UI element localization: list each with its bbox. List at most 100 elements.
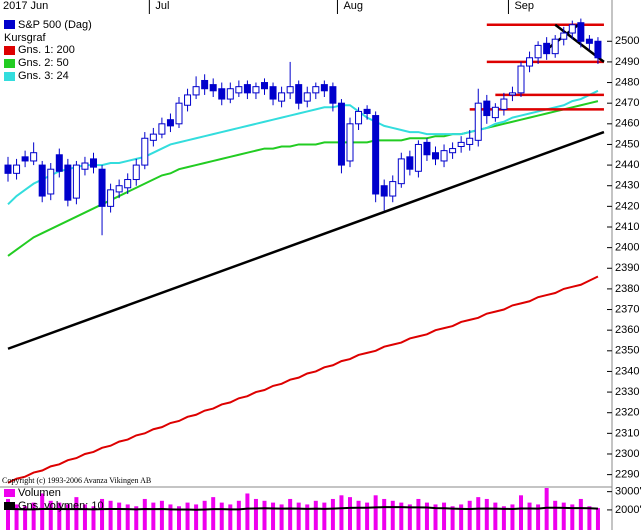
candle-body bbox=[414, 143, 422, 172]
volume-bar bbox=[271, 502, 276, 530]
candle-body bbox=[363, 108, 371, 114]
candle-body bbox=[47, 168, 55, 195]
candle-body bbox=[303, 92, 311, 102]
trend-line bbox=[7, 130, 605, 350]
volume-bar bbox=[236, 500, 241, 530]
candle-body bbox=[295, 84, 303, 104]
candle-body bbox=[474, 102, 482, 141]
candle-body bbox=[449, 148, 457, 154]
volume-bar bbox=[305, 504, 310, 530]
candle-body bbox=[594, 40, 602, 59]
volume-bar bbox=[442, 502, 447, 530]
volume-bar bbox=[561, 502, 566, 530]
volume-bar bbox=[467, 500, 472, 530]
candle-body bbox=[21, 156, 29, 162]
volume-bar bbox=[151, 502, 156, 530]
moving-average bbox=[7, 89, 599, 206]
y-tick-label: 2320 bbox=[615, 407, 639, 419]
candle-body bbox=[209, 84, 217, 92]
volume-bar bbox=[553, 500, 558, 530]
volume-bar bbox=[65, 504, 70, 530]
y-tick-label: 2390 bbox=[615, 262, 639, 274]
candle-body bbox=[440, 150, 448, 162]
candle-body bbox=[577, 22, 585, 42]
y-tick-label: 2470 bbox=[615, 97, 639, 109]
candle-body bbox=[235, 86, 243, 94]
candle-body bbox=[286, 86, 294, 94]
candle-body bbox=[534, 44, 542, 59]
volume-bar bbox=[587, 506, 592, 530]
legend-label: S&P 500 (Dag) bbox=[18, 19, 92, 31]
volume-bar bbox=[390, 500, 395, 530]
y-tick-label: 2430 bbox=[615, 180, 639, 192]
candle-body bbox=[218, 88, 226, 100]
volume-bar bbox=[117, 502, 122, 530]
volume-bar bbox=[322, 502, 327, 530]
y-tick-label: 2290 bbox=[615, 469, 639, 481]
volume-bar bbox=[365, 502, 370, 530]
volume-bar bbox=[74, 497, 79, 530]
volume-bar bbox=[399, 502, 404, 530]
y-tick-label: 2420 bbox=[615, 200, 639, 212]
candle-body bbox=[423, 141, 431, 156]
candle-body bbox=[508, 92, 516, 96]
candle-body bbox=[278, 92, 286, 102]
legend-swatch bbox=[4, 46, 15, 55]
volume-bar bbox=[31, 502, 36, 530]
candle-body bbox=[457, 141, 465, 148]
y-tick-label: 2360 bbox=[615, 324, 639, 336]
volume-bar bbox=[40, 493, 45, 530]
volume-bar bbox=[159, 500, 164, 530]
volume-bar bbox=[219, 502, 224, 530]
volume-bar bbox=[433, 504, 438, 530]
candle-body bbox=[55, 154, 63, 172]
volume-bar bbox=[23, 506, 28, 530]
volume-bar bbox=[450, 506, 455, 530]
candle-body bbox=[98, 168, 106, 207]
y-tick-label: 2340 bbox=[615, 365, 639, 377]
volume-bar bbox=[536, 504, 541, 530]
volume-bar bbox=[202, 500, 207, 530]
volume-bar bbox=[313, 500, 318, 530]
chart-layer: 2290 2300 2310 2320 2330 2340 2350 2360 2370 2380… bbox=[3, 0, 642, 530]
volume-bar bbox=[48, 500, 53, 530]
x-tick-label: Sep bbox=[514, 0, 534, 12]
candle-body bbox=[432, 152, 439, 160]
volume-bar bbox=[382, 498, 387, 530]
candle-body bbox=[380, 185, 388, 197]
legend-label: Gns. volymen: 10 bbox=[18, 500, 104, 512]
y-tick-label: 3000' bbox=[615, 486, 642, 498]
candle-body bbox=[115, 185, 123, 193]
candle-body bbox=[38, 164, 46, 197]
legend-label: Gns. 1: 200 bbox=[18, 44, 75, 56]
y-tick-label: 2330 bbox=[615, 386, 639, 398]
volume-bar bbox=[501, 506, 506, 530]
legend-swatch bbox=[4, 59, 15, 68]
volume-bar bbox=[288, 498, 293, 530]
legend-swatch bbox=[4, 20, 15, 29]
volume-bar bbox=[279, 504, 284, 530]
volume-bar bbox=[476, 497, 481, 530]
volume-bar bbox=[91, 506, 96, 530]
y-tick-label: 2490 bbox=[615, 56, 639, 68]
candle-body bbox=[585, 38, 593, 44]
x-tick-label: Jul bbox=[155, 0, 169, 12]
volume-bar bbox=[253, 498, 258, 530]
volume-bar bbox=[211, 497, 216, 530]
candle-body bbox=[372, 115, 380, 195]
candle-body bbox=[81, 162, 89, 170]
volume-bar bbox=[177, 506, 181, 530]
candle-body bbox=[312, 86, 320, 94]
candle-body bbox=[261, 82, 268, 90]
candle-body bbox=[320, 84, 328, 92]
volume-bar bbox=[493, 502, 498, 530]
volume-bar bbox=[407, 504, 412, 530]
candle-body bbox=[72, 164, 80, 199]
volume-bar bbox=[519, 495, 523, 530]
y-tick-label: 2460 bbox=[615, 118, 639, 130]
moving-average bbox=[7, 100, 599, 257]
y-tick-label: 2500 bbox=[615, 35, 639, 47]
y-tick-label: 2480 bbox=[615, 76, 639, 88]
volume-bar bbox=[194, 504, 199, 530]
